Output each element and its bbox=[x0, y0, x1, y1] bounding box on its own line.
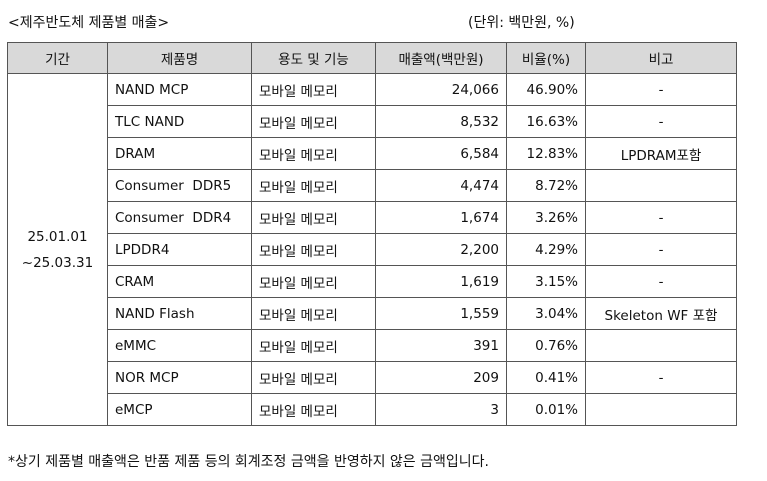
period-cell: 25.01.01 ~25.03.31 bbox=[7, 73, 108, 426]
note-cell: Skeleton WF 포함 bbox=[585, 297, 737, 330]
table-row: eMMC 모바일 메모리 391 0.76% bbox=[8, 329, 737, 362]
table-row: DRAM 모바일 메모리 6,584 12.83% LPDRAM포함 bbox=[8, 137, 737, 170]
table-caption-title: <제주반도체 제품별 매출> bbox=[8, 15, 170, 31]
table-row: CRAM 모바일 메모리 1,619 3.15% - bbox=[8, 265, 737, 298]
table-row: eMCP 모바일 메모리 3 0.01% bbox=[8, 393, 737, 426]
table-row: Consumer DDR5 모바일 메모리 4,474 8.72% bbox=[8, 169, 737, 202]
sales-cell: 1,559 bbox=[375, 297, 507, 330]
product-name-cell: NOR MCP bbox=[107, 361, 252, 394]
note-cell: - bbox=[585, 265, 737, 298]
note-cell bbox=[585, 393, 737, 426]
sales-cell: 6,584 bbox=[375, 137, 507, 170]
usage-cell: 모바일 메모리 bbox=[251, 329, 376, 362]
period-end: ~25.03.31 bbox=[21, 254, 94, 271]
usage-cell: 모바일 메모리 bbox=[251, 169, 376, 202]
sales-cell: 3 bbox=[375, 393, 507, 426]
usage-cell: 모바일 메모리 bbox=[251, 137, 376, 170]
usage-cell: 모바일 메모리 bbox=[251, 361, 376, 394]
column-header-note: 비고 bbox=[585, 42, 737, 74]
product-name-cell: LPDDR4 bbox=[107, 233, 252, 266]
product-name-cell: NAND MCP bbox=[107, 73, 252, 106]
ratio-cell: 4.29% bbox=[506, 233, 586, 266]
note-cell bbox=[585, 169, 737, 202]
ratio-cell: 3.15% bbox=[506, 265, 586, 298]
column-header-product: 제품명 bbox=[107, 42, 252, 74]
product-name-cell: CRAM bbox=[107, 265, 252, 298]
product-name-cell: Consumer DDR4 bbox=[107, 201, 252, 234]
usage-cell: 모바일 메모리 bbox=[251, 73, 376, 106]
product-sales-table: 기간 제품명 용도 및 기능 매출액(백만원) 비율(%) 비고 25.01.0… bbox=[7, 42, 737, 426]
table-row: Consumer DDR4 모바일 메모리 1,674 3.26% - bbox=[8, 201, 737, 234]
sales-cell: 2,200 bbox=[375, 233, 507, 266]
usage-cell: 모바일 메모리 bbox=[251, 105, 376, 138]
note-cell: - bbox=[585, 73, 737, 106]
usage-cell: 모바일 메모리 bbox=[251, 297, 376, 330]
note-cell bbox=[585, 329, 737, 362]
sales-cell: 24,066 bbox=[375, 73, 507, 106]
note-cell: LPDRAM포함 bbox=[585, 137, 737, 170]
sales-cell: 209 bbox=[375, 361, 507, 394]
ratio-cell: 0.01% bbox=[506, 393, 586, 426]
usage-cell: 모바일 메모리 bbox=[251, 393, 376, 426]
note-cell: - bbox=[585, 361, 737, 394]
usage-cell: 모바일 메모리 bbox=[251, 265, 376, 298]
ratio-cell: 12.83% bbox=[506, 137, 586, 170]
product-name-cell: NAND Flash bbox=[107, 297, 252, 330]
ratio-cell: 0.41% bbox=[506, 361, 586, 394]
table-row: NAND Flash 모바일 메모리 1,559 3.04% Skeleton … bbox=[8, 297, 737, 330]
column-header-ratio: 비율(%) bbox=[506, 42, 586, 74]
table-row: 25.01.01 ~25.03.31 NAND MCP 모바일 메모리 24,0… bbox=[7, 73, 737, 426]
column-header-period: 기간 bbox=[7, 42, 108, 74]
note-cell: - bbox=[585, 105, 737, 138]
usage-cell: 모바일 메모리 bbox=[251, 233, 376, 266]
product-name-cell: eMMC bbox=[107, 329, 252, 362]
sales-cell: 1,674 bbox=[375, 201, 507, 234]
sales-cell: 391 bbox=[375, 329, 507, 362]
note-cell: - bbox=[585, 233, 737, 266]
ratio-cell: 3.26% bbox=[506, 201, 586, 234]
period-start: 25.01.01 bbox=[27, 228, 88, 245]
ratio-cell: 3.04% bbox=[506, 297, 586, 330]
product-name-cell: TLC NAND bbox=[107, 105, 252, 138]
column-header-sales: 매출액(백만원) bbox=[375, 42, 507, 74]
ratio-cell: 0.76% bbox=[506, 329, 586, 362]
ratio-cell: 46.90% bbox=[506, 73, 586, 106]
product-name-cell: Consumer DDR5 bbox=[107, 169, 252, 202]
table-caption-unit: (단위: 백만원, %) bbox=[468, 15, 575, 31]
product-name-cell: DRAM bbox=[107, 137, 252, 170]
sales-cell: 1,619 bbox=[375, 265, 507, 298]
table-row: NOR MCP 모바일 메모리 209 0.41% - bbox=[8, 361, 737, 394]
ratio-cell: 16.63% bbox=[506, 105, 586, 138]
column-header-usage: 용도 및 기능 bbox=[251, 42, 376, 74]
table-header-row: 기간 제품명 용도 및 기능 매출액(백만원) 비율(%) 비고 bbox=[7, 42, 737, 74]
product-name-cell: eMCP bbox=[107, 393, 252, 426]
usage-cell: 모바일 메모리 bbox=[251, 201, 376, 234]
ratio-cell: 8.72% bbox=[506, 169, 586, 202]
table-row: LPDDR4 모바일 메모리 2,200 4.29% - bbox=[8, 233, 737, 266]
table-row: TLC NAND 모바일 메모리 8,532 16.63% - bbox=[8, 105, 737, 138]
note-cell: - bbox=[585, 201, 737, 234]
footnote: *상기 제품별 매출액은 반품 제품 등의 회계조정 금액을 반영하지 않은 금… bbox=[8, 454, 489, 470]
sales-cell: 4,474 bbox=[375, 169, 507, 202]
sales-cell: 8,532 bbox=[375, 105, 507, 138]
